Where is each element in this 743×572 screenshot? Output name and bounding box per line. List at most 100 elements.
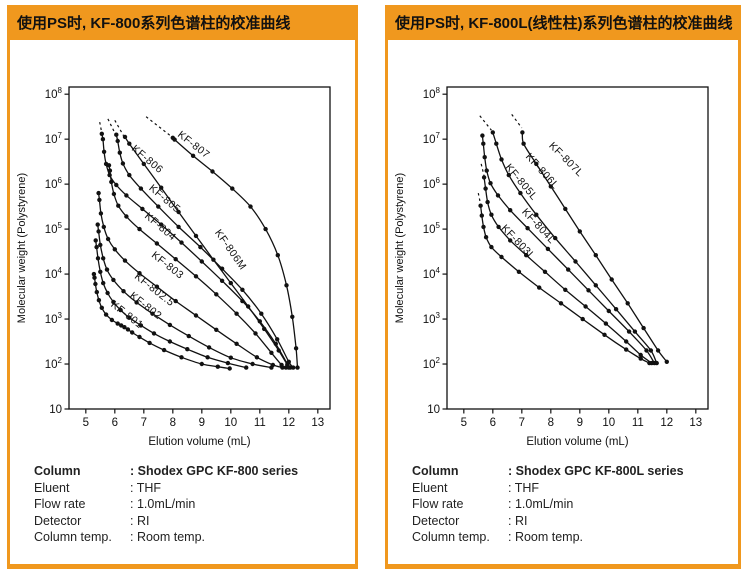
condition-row-eluent: Eluent : THF xyxy=(34,480,298,497)
data-point xyxy=(563,287,568,292)
data-point xyxy=(291,365,296,370)
data-point xyxy=(521,141,526,146)
data-point xyxy=(558,301,564,306)
data-point xyxy=(482,155,487,160)
y-axis-title: Molecular weight (Polystyrene) xyxy=(16,173,28,323)
y-tick-label: 104 xyxy=(423,266,441,281)
curve-line xyxy=(124,136,290,368)
data-point xyxy=(545,246,551,252)
data-point xyxy=(179,240,184,245)
data-point xyxy=(489,212,494,217)
data-point xyxy=(548,184,553,189)
x-tick-label: 6 xyxy=(112,417,118,429)
data-point xyxy=(111,277,116,283)
data-point xyxy=(480,133,485,138)
y-tick-label: 103 xyxy=(45,311,63,326)
data-point xyxy=(270,362,276,368)
data-point xyxy=(206,345,212,350)
calibration-chart-kf800-series: 5 6 7 8 9 10 11 12 13 10 102 103 104 105 106 107 108 Elut… xyxy=(16,86,331,448)
data-point xyxy=(478,203,483,208)
data-point xyxy=(94,289,100,295)
data-point xyxy=(489,244,494,250)
data-point xyxy=(124,193,129,198)
data-point xyxy=(137,334,142,340)
data-point xyxy=(259,311,264,316)
data-point xyxy=(103,312,109,317)
data-point xyxy=(563,206,568,212)
y-tick-label: 10 xyxy=(427,404,440,416)
condition-label: Eluent xyxy=(34,480,70,495)
x-tick-label: 12 xyxy=(282,417,295,429)
axes: 5 6 7 8 9 10 11 12 13 10 102 103 104 105 106 107 108 Elut… xyxy=(394,86,702,448)
data-point xyxy=(122,258,128,263)
data-point xyxy=(602,332,607,337)
data-point xyxy=(638,352,643,358)
data-point xyxy=(228,280,233,286)
condition-row-column: Column : Shodex GPC KF-800 series xyxy=(34,463,298,480)
condition-row-detector: Detector : RI xyxy=(412,513,684,530)
data-point xyxy=(127,141,132,146)
data-point xyxy=(105,290,110,296)
data-point xyxy=(101,149,107,154)
data-point xyxy=(101,256,106,261)
data-point xyxy=(286,359,291,364)
x-tick-label: 11 xyxy=(254,417,266,429)
data-point xyxy=(508,208,513,213)
data-point xyxy=(495,193,501,198)
data-point xyxy=(116,203,121,208)
curve-label: KF-806 xyxy=(129,143,165,176)
data-point xyxy=(122,325,127,330)
data-point xyxy=(104,267,110,272)
condition-label: Column xyxy=(34,464,81,478)
y-tick-label: 106 xyxy=(423,176,441,191)
data-point xyxy=(159,185,164,190)
data-point xyxy=(117,150,123,155)
data-point xyxy=(262,326,267,332)
extrapolation-dash xyxy=(99,121,103,134)
data-point xyxy=(488,181,493,186)
data-point xyxy=(632,329,638,334)
data-point xyxy=(101,224,107,230)
y-tick-label: 107 xyxy=(45,131,63,146)
data-point xyxy=(228,355,233,360)
data-point xyxy=(125,327,131,332)
y-axis-title: Molecular weight (Polystyrene) xyxy=(394,173,406,323)
data-point xyxy=(219,266,225,271)
data-point xyxy=(99,131,105,136)
data-point xyxy=(481,141,486,146)
extrapolation-dash xyxy=(107,118,116,134)
extrapolation-dash xyxy=(477,192,482,205)
condition-value: : 1.0mL/min xyxy=(130,497,196,511)
panel-title-kf800l: 使用PS时, KF-800L(线性柱)系列色谱柱的校准曲线 xyxy=(388,8,738,40)
data-point xyxy=(130,330,135,335)
data-point xyxy=(227,366,232,371)
data-point xyxy=(92,275,97,280)
data-point xyxy=(483,186,488,191)
data-point xyxy=(198,244,203,250)
data-point xyxy=(624,339,629,344)
data-point xyxy=(103,161,109,167)
data-point xyxy=(638,356,643,361)
x-tick-label: 6 xyxy=(490,417,496,429)
data-point xyxy=(205,355,210,360)
data-point xyxy=(161,347,167,353)
data-point xyxy=(586,288,591,293)
data-point xyxy=(253,331,258,336)
x-axis-title: Elution volume (mL) xyxy=(148,436,250,448)
data-point xyxy=(91,271,97,277)
data-point xyxy=(98,269,103,274)
y-tick-label: 102 xyxy=(423,356,441,371)
data-point xyxy=(120,161,126,166)
data-point xyxy=(496,224,501,230)
data-point xyxy=(121,289,126,294)
y-tick-label: 10 xyxy=(49,404,62,416)
data-point xyxy=(95,222,100,227)
curve-label: KF-803 xyxy=(149,249,186,282)
data-point xyxy=(138,186,144,191)
condition-value: : RI xyxy=(508,513,528,528)
x-axis-title: Elution volume (mL) xyxy=(526,436,628,448)
data-point xyxy=(167,339,173,344)
data-point xyxy=(156,204,161,209)
data-point xyxy=(494,141,499,146)
